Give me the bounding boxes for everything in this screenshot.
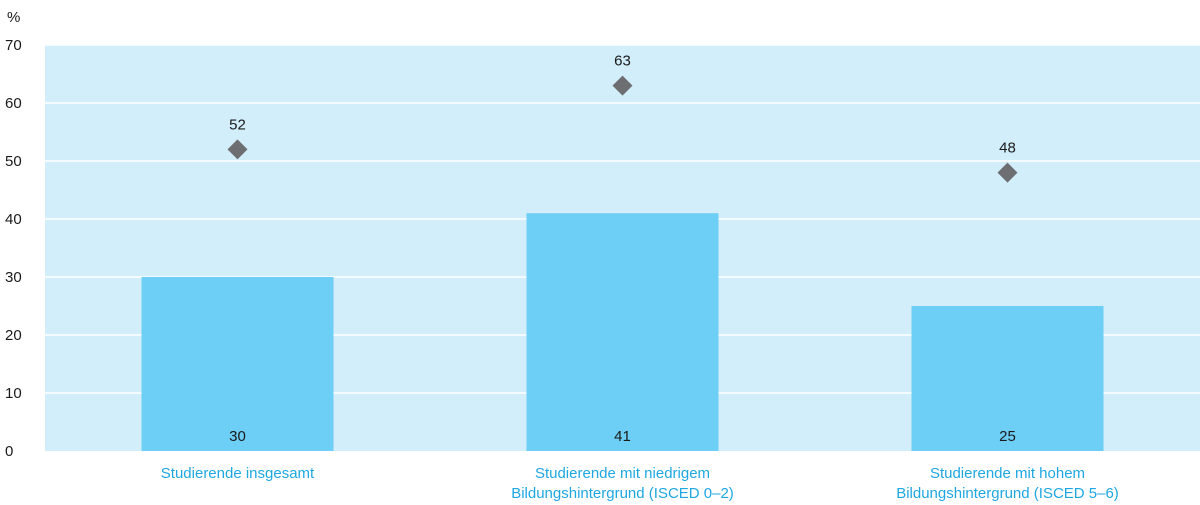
y-tick-label: 10 [5, 385, 22, 402]
bar-value-label: 25 [999, 428, 1016, 445]
y-axis-unit-label: % [7, 9, 20, 26]
y-tick-label: 20 [5, 327, 22, 344]
y-tick-label: 70 [5, 37, 22, 54]
category-label: Bildungshintergrund (ISCED 0–2) [511, 485, 734, 502]
category-labels: Studierende insgesamt Studierende mit nie… [161, 465, 1119, 502]
y-tick-label: 30 [5, 269, 22, 286]
marker-value-label: 63 [614, 53, 631, 70]
category-label: Studierende mit hohem [930, 465, 1085, 482]
diamond-marker [612, 75, 633, 96]
y-tick-label: 40 [5, 211, 22, 228]
bar [911, 306, 1104, 451]
bar [526, 213, 719, 451]
category-label: Bildungshintergrund (ISCED 5–6) [896, 485, 1119, 502]
marker-value-label: 48 [999, 140, 1016, 157]
y-axis-ticks: 0 10 20 30 40 50 60 70 [5, 37, 22, 460]
bar-value-label: 30 [229, 428, 246, 445]
y-tick-label: 50 [5, 153, 22, 170]
marker-series: 52 63 48 [227, 53, 1018, 183]
bar [141, 277, 334, 451]
y-tick-label: 0 [5, 443, 13, 460]
category-label: Studierende insgesamt [161, 465, 315, 482]
category-label: Studierende mit niedrigem [535, 465, 710, 482]
diamond-marker [227, 139, 248, 160]
y-tick-label: 60 [5, 95, 22, 112]
diamond-marker [997, 162, 1018, 183]
marker-value-label: 52 [229, 116, 246, 133]
bar-series: 30 41 25 [141, 213, 1104, 451]
bar-value-label: 41 [614, 428, 631, 445]
